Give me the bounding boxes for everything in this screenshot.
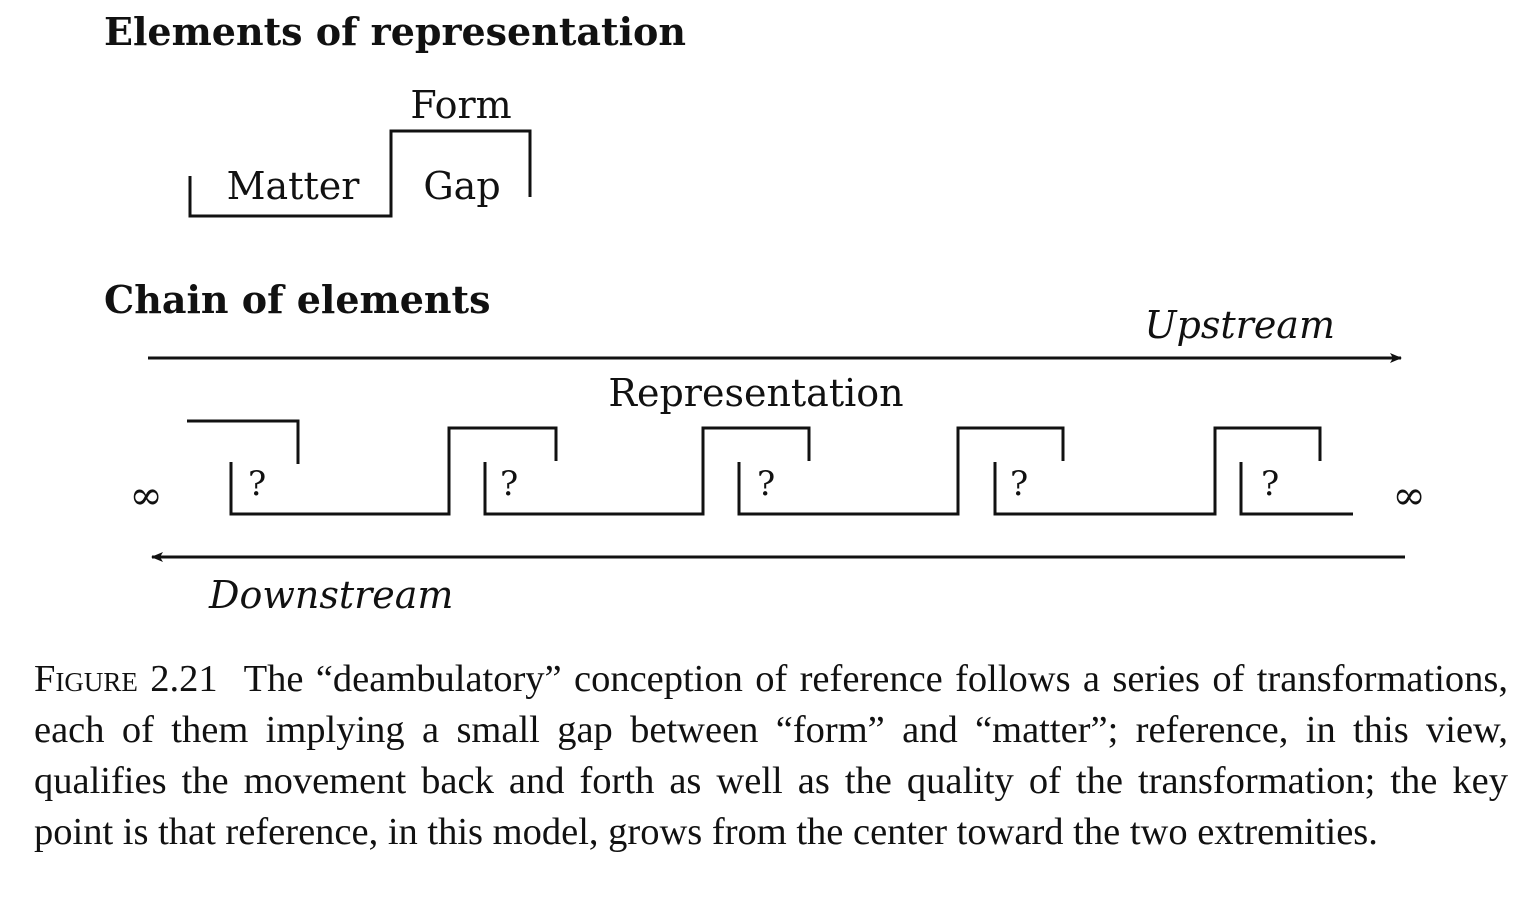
chain-link	[229, 426, 558, 516]
chain-top-segment	[187, 419, 300, 464]
elements-heading: Elements of representation	[104, 9, 686, 54]
gap-question-mark: ?	[1010, 464, 1028, 504]
gap-question-mark: ?	[1261, 464, 1279, 504]
figure-caption: Figure 2.21 The “deambulatory” conception…	[34, 654, 1508, 858]
deambulatory-diagram: Elements of representation Form Matter G…	[104, 9, 1426, 617]
element-unit: Form Matter Gap	[188, 83, 532, 218]
chain-link	[993, 426, 1322, 516]
infinity-left-symbol: ∞	[129, 473, 162, 519]
gap-question-mark: ?	[248, 464, 266, 504]
downstream-label: Downstream	[208, 573, 453, 617]
upstream-label: Upstream	[1145, 303, 1335, 347]
figure-number: Figure 2.21	[34, 658, 218, 700]
chain-link	[737, 426, 1065, 516]
chain-outline	[187, 419, 1353, 516]
gap-question-mark: ?	[757, 464, 775, 504]
gap-label: Gap	[423, 164, 500, 208]
representation-label: Representation	[608, 371, 903, 415]
form-label: Form	[410, 83, 511, 127]
chain-link	[483, 426, 811, 516]
chain-heading: Chain of elements	[104, 277, 490, 322]
infinity-right-symbol: ∞	[1392, 473, 1425, 519]
gap-question-mark: ?	[500, 464, 518, 504]
caption-text: The “deambulatory” conception of referen…	[34, 658, 1508, 853]
element-outline	[188, 129, 532, 218]
matter-label: Matter	[227, 164, 361, 208]
chain-end-segment	[1239, 462, 1353, 516]
